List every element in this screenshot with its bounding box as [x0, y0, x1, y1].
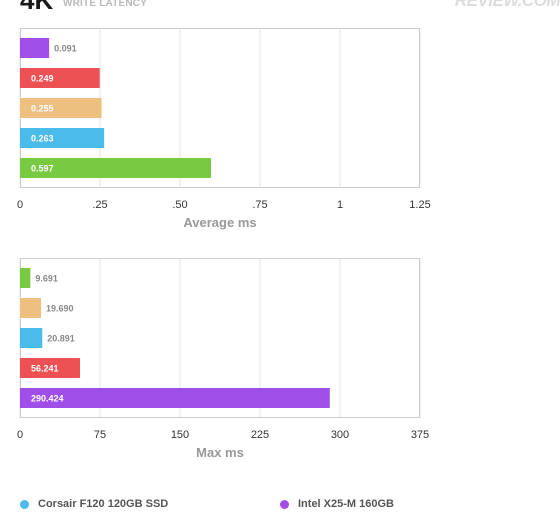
chart-2-bar: [20, 358, 80, 378]
legend-swatch-corsair: [20, 499, 29, 509]
chart-1-bar-value-label: 0.255: [31, 104, 54, 114]
chart-1-bar: [20, 158, 212, 178]
chart-1-tick-label: 1: [337, 199, 343, 211]
chart-2-tick-label: 300: [331, 429, 349, 441]
chart-1-bar: [20, 128, 105, 148]
chart-2-bar: [20, 268, 31, 288]
page-title: 4K: [20, 0, 53, 12]
chart-1-bar: [20, 98, 102, 118]
chart-2-tick-label: 375: [411, 429, 429, 441]
legend-swatch-intel: [280, 499, 289, 509]
chart-2-bar-value-label: 19.690: [46, 304, 74, 314]
legend-item-corsair: Corsair F120 120GB SSD: [20, 497, 168, 511]
chart-2-bar-value-label: 56.241: [31, 364, 59, 374]
chart-1-axis-label: Average ms: [183, 215, 256, 230]
chart-1-tick-label: .25: [92, 199, 107, 211]
charts: 0.091 0.249 0.255 0.263 0.597 0 .25 .50 .75 1 1.25…: [17, 28, 431, 460]
site-logo: REVIEW.COM: [454, 0, 560, 10]
page-subtitle: WRITE LATENCY: [63, 0, 148, 9]
chart-2-axis-label: Max ms: [196, 445, 244, 460]
chart-1-tick-label: .50: [172, 199, 187, 211]
chart-2-bar: [20, 388, 330, 408]
chart-2-bar-value-label: 290.424: [31, 394, 64, 404]
header: 4K WRITE LATENCY REVIEW.COM: [0, 0, 560, 12]
chart-1-bar: [20, 68, 100, 88]
chart-2-bar: [20, 298, 42, 318]
chart-2-tick-label: 0: [17, 429, 23, 441]
chart-2-tick-label: 75: [94, 429, 106, 441]
chart-1-bar-value-label: 0.263: [31, 134, 54, 144]
chart-2-bar: [20, 328, 43, 348]
chart-1-bar: [20, 38, 50, 58]
legend-label-corsair: Corsair F120 120GB SSD: [38, 498, 169, 510]
chart-1-bar-value-label: 0.249: [31, 74, 54, 84]
chart-1-tick-label: .75: [252, 199, 267, 211]
chart-1-tick-label: 1.25: [409, 199, 430, 211]
legend-item-intel: Intel X25-M 160GB: [280, 497, 394, 511]
chart-2-tick-label: 225: [251, 429, 269, 441]
chart-2-bar-value-label: 20.891: [47, 334, 75, 344]
chart-1-tick-label: 0: [17, 199, 23, 211]
chart-2-bar-value-label: 9.691: [35, 274, 58, 284]
chart-2-tick-label: 150: [171, 429, 189, 441]
chart-1-bar-value-label: 0.597: [31, 164, 54, 174]
chart-1-bar-value-label: 0.091: [54, 44, 77, 54]
legend-label-intel: Intel X25-M 160GB: [298, 498, 394, 510]
